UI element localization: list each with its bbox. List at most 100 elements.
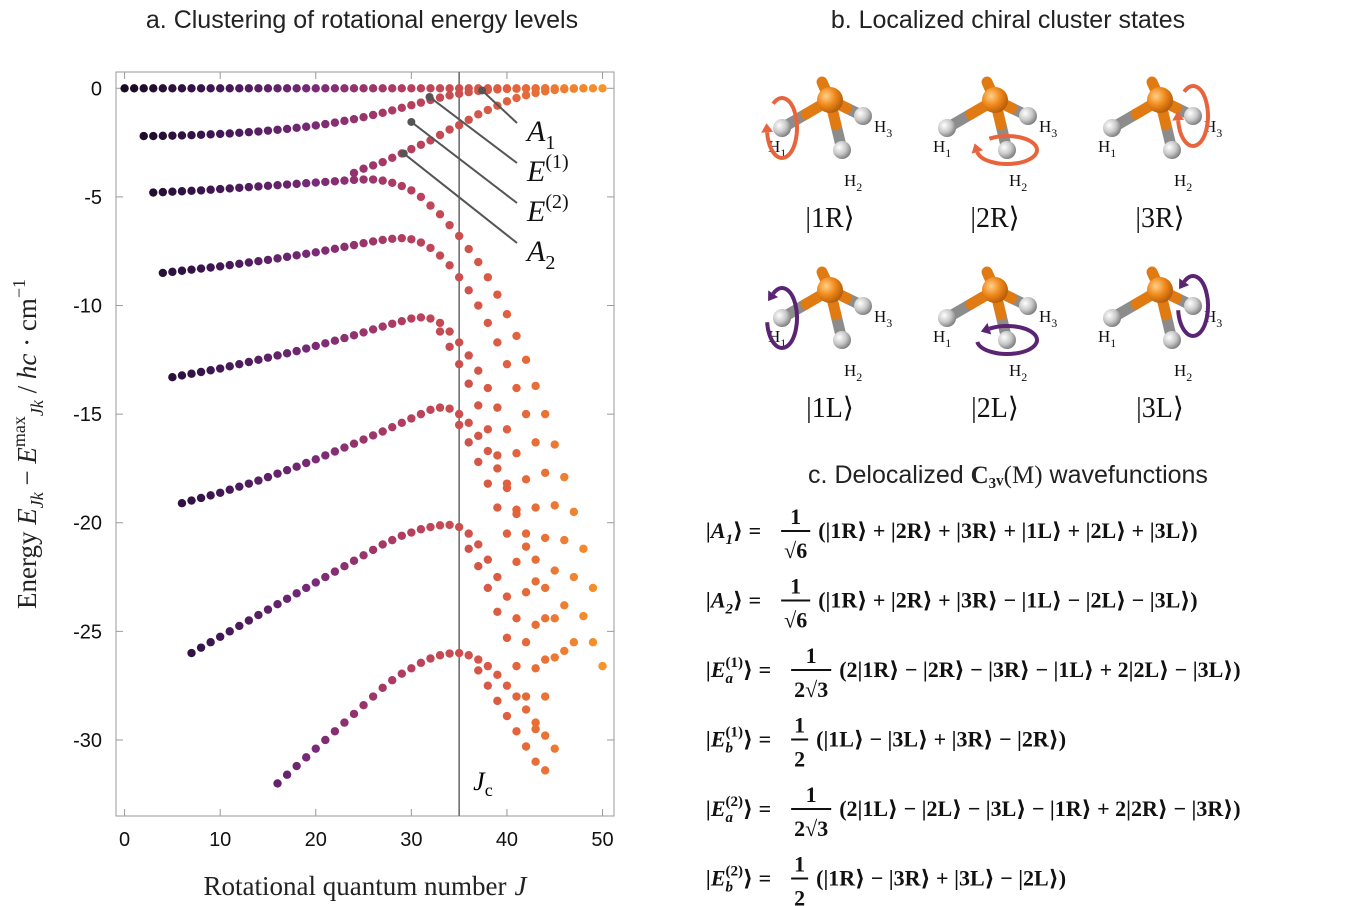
data-point	[397, 233, 407, 243]
data-point	[474, 655, 483, 664]
atom-label: H2	[1174, 171, 1192, 194]
data-point	[168, 267, 177, 277]
data-point	[388, 319, 397, 328]
data-point	[292, 84, 301, 93]
atom-label: H1	[1098, 137, 1116, 160]
hydrogen-atom	[1019, 107, 1037, 125]
rotation-arrow	[975, 324, 1039, 356]
data-point	[292, 346, 301, 356]
atom-label: H1	[1098, 327, 1116, 350]
equation-lhs-sub: b	[726, 880, 734, 896]
data-point	[502, 97, 512, 106]
x-tick-label: 50	[591, 829, 613, 851]
data-point	[531, 555, 540, 564]
data-point	[349, 709, 359, 719]
data-point	[560, 84, 569, 94]
y-tick-label: -30	[73, 730, 102, 752]
data-point	[168, 131, 177, 140]
equation-lhs-sub: a	[726, 810, 734, 826]
data-point	[435, 318, 445, 328]
data-point	[407, 528, 416, 537]
data-point	[254, 84, 263, 93]
data-point	[340, 561, 349, 571]
fraction-numerator: 1	[790, 504, 801, 529]
data-point	[349, 168, 359, 178]
equation-lhs-end: ⟩ =	[733, 588, 761, 613]
phosphorus-atom	[817, 277, 843, 303]
equation-rhs: (|1R⟩ − |3R⟩ + |3L⟩ − |2L⟩)	[816, 866, 1066, 891]
hydrogen-atom	[854, 107, 872, 125]
data-point	[388, 234, 397, 244]
data-point	[454, 409, 464, 419]
data-point	[273, 125, 282, 134]
data-point	[206, 491, 215, 500]
data-point	[196, 264, 206, 273]
equation-lhs-base: |E	[706, 796, 726, 821]
arrow-head	[768, 290, 779, 302]
equation-lhs-base: |E	[706, 727, 726, 752]
data-point	[254, 610, 263, 620]
equation-lhs-sub: a	[726, 671, 734, 687]
panel-c-title-part: wavefunctions	[1043, 461, 1208, 489]
arrow-head	[1179, 278, 1190, 290]
y-axis-label-part: · cm	[12, 298, 42, 353]
equation-lhs-base: |E	[706, 866, 726, 891]
data-point	[349, 439, 359, 448]
data-point	[540, 655, 550, 664]
y-axis-label-part: Energy	[12, 525, 42, 609]
data-point	[502, 359, 512, 369]
atom-label-sub: 1	[1110, 336, 1116, 350]
data-point	[416, 525, 426, 534]
data-point	[359, 551, 368, 560]
atom-label-text: H	[1039, 117, 1051, 136]
rotation-arrow	[1176, 274, 1210, 338]
data-point	[215, 184, 225, 194]
data-point	[244, 182, 254, 192]
data-point	[483, 425, 493, 434]
data-point	[359, 164, 368, 173]
data-point	[321, 177, 330, 187]
data-point	[273, 84, 282, 93]
data-point	[512, 661, 521, 671]
data-point	[579, 544, 588, 554]
data-point	[540, 468, 550, 477]
data-point	[512, 383, 521, 393]
data-point	[368, 325, 378, 334]
annotation-leader	[410, 121, 518, 204]
state-label: |2R⟩	[970, 203, 1019, 234]
data-point	[474, 666, 483, 675]
data-point	[550, 614, 559, 623]
data-point	[531, 664, 540, 673]
data-point	[512, 614, 521, 623]
data-point	[359, 435, 368, 444]
hydrogen-atom	[1103, 119, 1121, 137]
atom-label-sub: 3	[886, 126, 892, 140]
annotation-point	[425, 92, 434, 101]
fraction-denominator: √6	[784, 608, 807, 633]
data-point	[598, 84, 607, 93]
data-point	[196, 367, 206, 377]
y-tick-label: -10	[73, 296, 102, 318]
data-point	[483, 479, 493, 488]
data-point	[235, 84, 244, 93]
data-point	[550, 501, 559, 510]
data-point	[426, 201, 435, 210]
atom-label-text: H	[1174, 171, 1186, 190]
hydrogen-atom	[998, 141, 1016, 159]
data-point	[311, 578, 320, 587]
data-point	[416, 192, 426, 202]
data-point	[560, 535, 569, 545]
state-label: |2L⟩	[971, 393, 1019, 424]
arrow-head	[761, 123, 774, 133]
annotation-point	[407, 117, 416, 126]
data-point	[206, 638, 215, 647]
data-point	[187, 84, 196, 93]
atom-label-sub: 1	[945, 336, 951, 350]
data-point	[445, 327, 454, 336]
data-point	[187, 648, 196, 658]
data-point	[493, 338, 502, 347]
data-point	[493, 572, 502, 582]
data-point	[464, 529, 473, 538]
